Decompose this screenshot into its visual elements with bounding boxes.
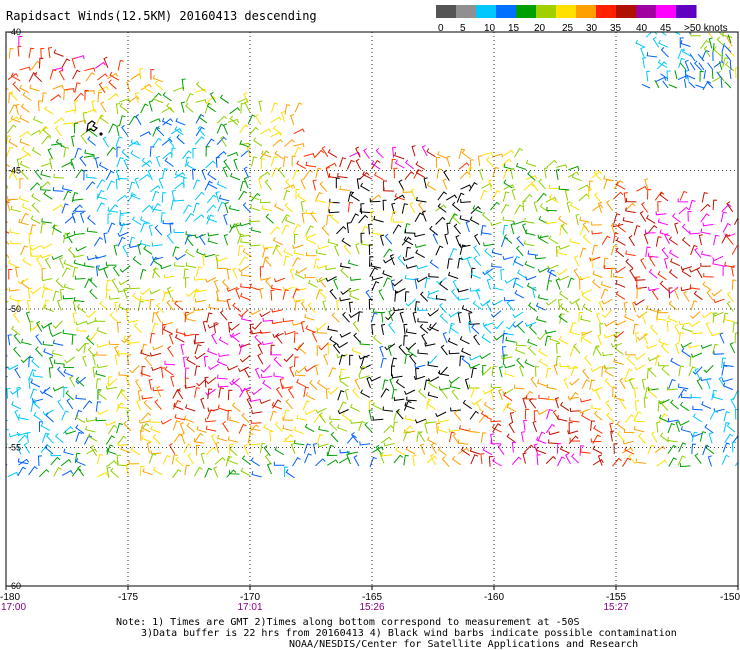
color-scale-legend: 0 5 10 15 20 25 30 35 40 45 >50 knots [436, 5, 728, 34]
lon-tick-label: -165 [362, 592, 382, 603]
note-line-1: Note: 1) Times are GMT 2)Times along bot… [116, 617, 580, 628]
scale-swatch [616, 5, 637, 18]
map-title: Rapidsact Winds(12.5KM) 20160413 descend… [6, 9, 317, 23]
lat-tick-label: -55 [8, 443, 21, 453]
lon-tick-label: -160 [484, 592, 504, 603]
scale-label: 25 [562, 23, 574, 34]
time-label: 15:27 [603, 602, 628, 613]
scale-label: >50 knots [684, 23, 728, 34]
scale-swatch [536, 5, 557, 18]
scale-swatch [476, 5, 497, 18]
scale-swatch [456, 5, 477, 18]
scale-swatch [556, 5, 577, 18]
time-label: 17:01 [237, 602, 262, 613]
note-line-2: 3)Data buffer is 22 hrs from 20160413 4)… [141, 628, 677, 639]
scale-swatch [576, 5, 597, 18]
scale-label: 40 [636, 23, 648, 34]
lon-tick-label: -170 [240, 592, 260, 603]
lat-tick-label: -40 [8, 27, 21, 37]
scale-label: 45 [660, 23, 672, 34]
lat-tick-label: -50 [8, 304, 21, 314]
note-line-3: NOAA/NESDIS/Center for Satellite Applica… [289, 639, 639, 650]
scale-swatch [516, 5, 537, 18]
scale-label: 30 [586, 23, 598, 34]
lon-tick-label: -180 [0, 592, 20, 603]
axis-ticks: -180 -175 -170 -165 -160 -155 -150 -40 -45 -50 -55… [0, 27, 740, 613]
wind-barbs [6, 32, 738, 479]
scale-label: 15 [508, 23, 520, 34]
island-outline [86, 120, 103, 136]
scale-swatch [676, 5, 697, 18]
lon-tick-label: -150 [720, 592, 740, 603]
scale-label: 20 [534, 23, 546, 34]
lon-tick-label: -175 [118, 592, 138, 603]
lon-tick-label: -155 [606, 592, 626, 603]
scale-label: 5 [460, 23, 466, 34]
scale-label: 10 [484, 23, 496, 34]
scale-label: 35 [610, 23, 622, 34]
scale-swatch [636, 5, 657, 18]
scale-swatch [436, 5, 457, 18]
time-label: 17:00 [1, 602, 26, 613]
lat-tick-label: -60 [8, 581, 21, 591]
scale-swatch [656, 5, 677, 18]
scale-label: 0 [438, 23, 444, 34]
lat-tick-label: -45 [8, 166, 21, 176]
time-label: 15:26 [359, 602, 384, 613]
scale-swatch [596, 5, 617, 18]
scale-swatch [496, 5, 517, 18]
